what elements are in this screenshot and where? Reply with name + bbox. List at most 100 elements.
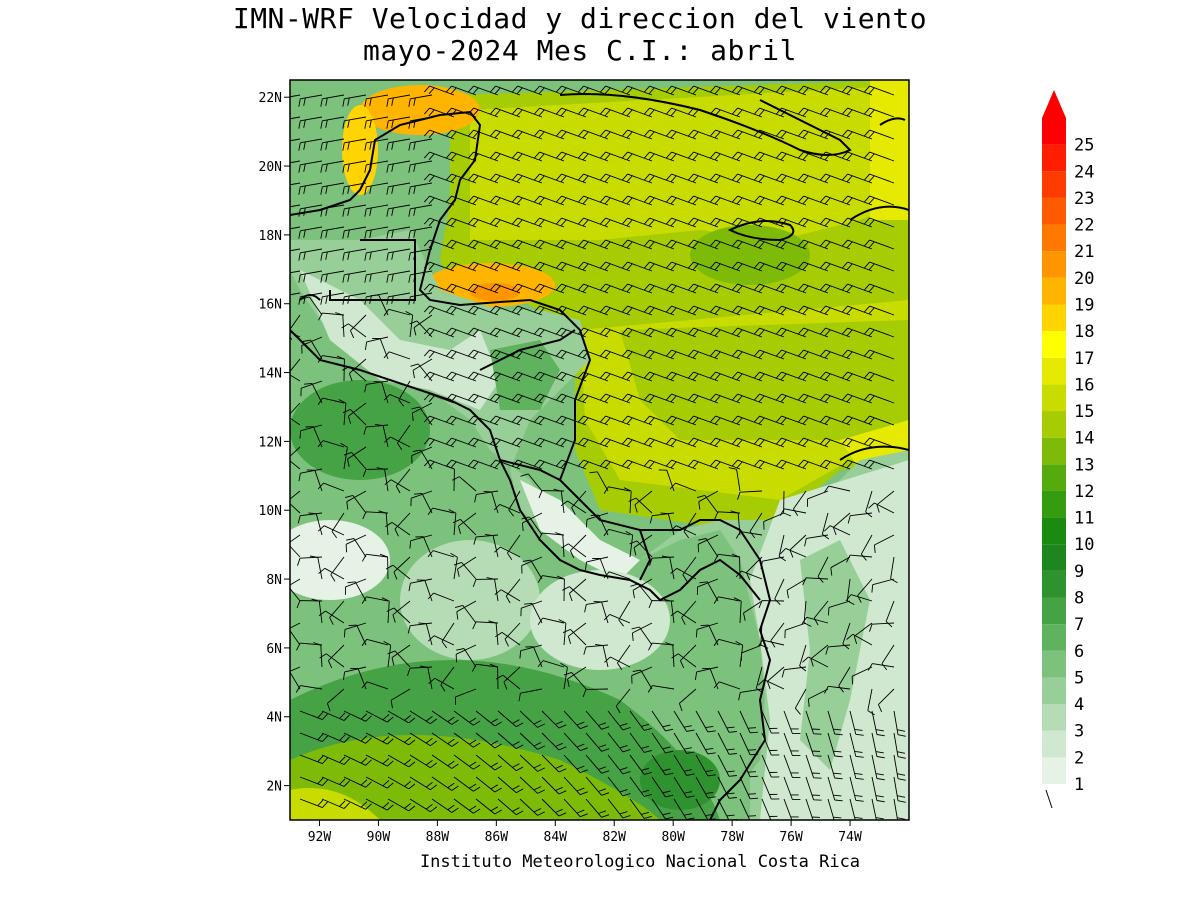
wind-barb: [519, 776, 545, 794]
wind-barb: [753, 415, 785, 426]
wind-barb: [423, 327, 455, 338]
wind-barb: [446, 465, 455, 492]
wind-barb: [797, 459, 829, 470]
wind-barb: [881, 644, 895, 671]
wind-barb: [387, 650, 411, 668]
wind-barb: [841, 415, 873, 426]
wind-barb: [698, 490, 719, 510]
wind-barb: [457, 512, 477, 535]
wind-barb: [577, 371, 609, 382]
wind-barb: [343, 754, 372, 766]
wind-barb: [621, 107, 653, 118]
wind-barb: [577, 129, 609, 140]
wind-barb: [511, 393, 543, 404]
wind-barb: [562, 628, 587, 646]
wind-barb: [511, 217, 543, 228]
wind-barb: [593, 600, 609, 624]
colorbar-label: 5: [1074, 668, 1084, 688]
wind-barb: [445, 107, 477, 118]
wind-barb: [687, 415, 719, 426]
wind-barb: [555, 195, 587, 206]
wind-barb: [533, 415, 565, 426]
lon-tick-label: 80W: [661, 830, 685, 845]
wind-barb: [364, 270, 389, 283]
wind-barb: [660, 512, 675, 536]
wind-barb: [390, 688, 411, 709]
wind-barb: [489, 195, 521, 206]
wind-barb: [753, 239, 785, 250]
wind-barb: [665, 459, 697, 470]
wind-barb: [629, 776, 652, 797]
wind-barb: [585, 710, 610, 730]
wind-barb: [560, 662, 568, 690]
wind-barb: [533, 283, 565, 294]
wind-barb: [453, 754, 481, 770]
colorbar-label: 16: [1074, 375, 1094, 395]
wind-barb: [343, 710, 372, 722]
wind-barb: [567, 666, 587, 687]
colorbar-swatch: [1042, 357, 1066, 385]
lon-tick-label: 86W: [485, 830, 509, 845]
wind-barb: [489, 415, 521, 426]
wind-barb: [621, 349, 653, 360]
wind-barb: [342, 666, 367, 680]
wind-barb: [410, 490, 433, 507]
wind-barb: [731, 261, 763, 272]
wind-barb: [448, 509, 457, 536]
wind-barb: [365, 710, 394, 723]
wind-barb: [599, 349, 631, 360]
wind-barb: [621, 239, 653, 250]
wind-barb: [489, 85, 521, 96]
wind-barb: [805, 710, 822, 735]
wind-barb: [489, 217, 521, 228]
colorbar-swatch: [1042, 570, 1066, 598]
wind-barb: [797, 283, 829, 294]
wind-barb: [871, 732, 885, 759]
wind-barb: [893, 776, 906, 803]
wind-barb: [849, 754, 864, 780]
wind-barb: [628, 497, 653, 514]
wind-barb: [519, 798, 545, 816]
wind-barb: [793, 490, 807, 516]
wind-barb: [713, 681, 741, 690]
wind-barb: [489, 173, 521, 184]
wind-barb: [702, 667, 719, 690]
wind-barb: [386, 94, 411, 107]
wind-barb: [841, 371, 873, 382]
wind-barb: [651, 798, 674, 820]
wind-barb: [699, 581, 719, 602]
colorbar-label: 23: [1074, 189, 1094, 209]
wind-barb: [533, 217, 565, 228]
wind-barb: [299, 710, 329, 721]
wind-barb: [467, 129, 499, 140]
wind-barb: [475, 776, 502, 793]
wind-barb: [299, 424, 323, 439]
wind-barb: [320, 160, 345, 173]
wind-barb: [871, 798, 884, 820]
wind-barb: [563, 671, 587, 690]
wind-barb: [431, 754, 459, 769]
wind-barb: [651, 776, 674, 798]
wind-barb: [585, 732, 610, 752]
wind-barb: [709, 129, 741, 140]
colorbar-label: 24: [1074, 162, 1094, 182]
wind-barb: [577, 151, 609, 162]
wind-barb: [511, 261, 543, 272]
wind-barb: [797, 305, 829, 316]
wind-barb: [555, 85, 587, 96]
wind-barb: [731, 217, 763, 228]
wind-barb: [533, 85, 565, 96]
wind-barb: [318, 610, 345, 624]
wind-barb: [467, 85, 499, 96]
wind-barb: [789, 534, 807, 558]
wind-barb: [696, 494, 719, 514]
wind-barb: [802, 656, 829, 668]
wind-barb: [749, 512, 763, 539]
wind-barb: [871, 776, 885, 803]
wind-barb: [717, 754, 737, 777]
wind-barb: [625, 531, 634, 558]
wind-barb: [731, 349, 763, 360]
wind-barb: [827, 732, 843, 758]
wind-barb: [695, 732, 716, 755]
wind-barb: [599, 239, 631, 250]
